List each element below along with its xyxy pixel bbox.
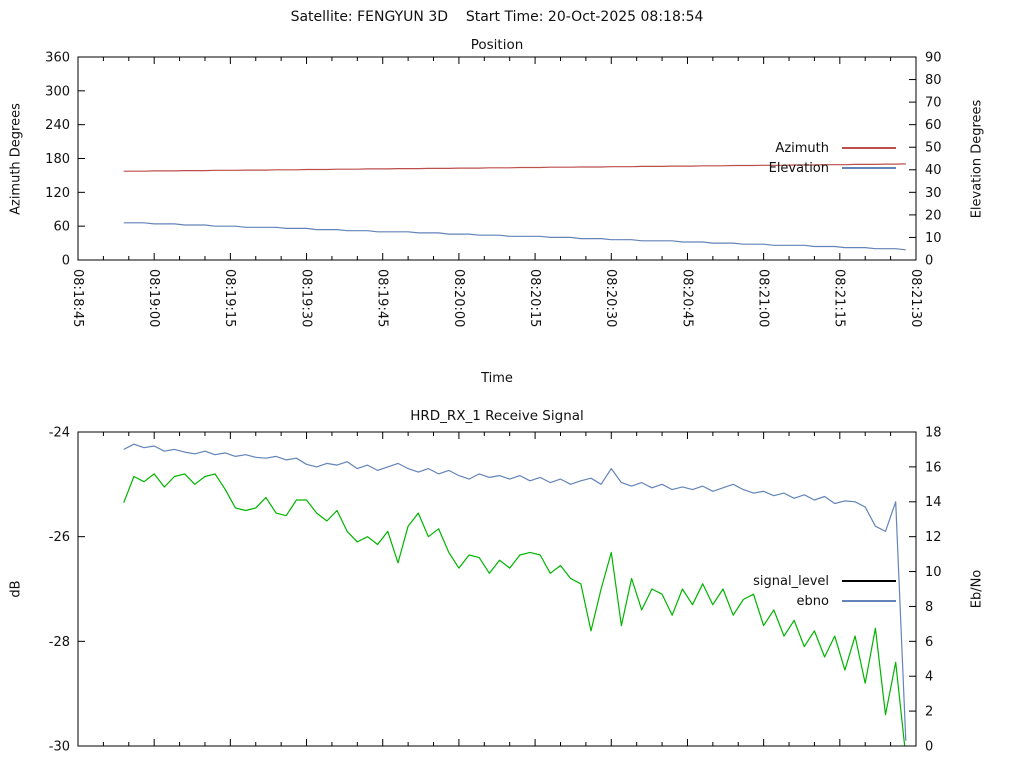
series-ebno [123, 443, 907, 741]
db-axis-label: dB [8, 580, 24, 598]
y2-tick-label: 10 [925, 231, 942, 246]
legend-item-azimuth: Azimuth [769, 138, 896, 158]
legend-line-elevation [842, 167, 896, 169]
receive-signal-chart-title: HRD_RX_1 Receive Signal [410, 408, 584, 424]
x-tick-label: 08:20:30 [603, 269, 618, 327]
y2-tick-label: 30 [925, 186, 942, 201]
position-legend: Azimuth Elevation [769, 138, 896, 178]
azimuth-axis-label: Azimuth Degrees [8, 103, 24, 215]
series-signal-level [123, 473, 906, 746]
series-elevation [123, 222, 906, 251]
legend-label-ebno: ebno [796, 593, 829, 609]
x-tick-label: 08:21:00 [755, 269, 770, 327]
y2-tick-label: 90 [925, 50, 942, 65]
y2-tick-label: 2 [925, 705, 933, 720]
legend-line-signal-level [842, 580, 896, 582]
x-tick-label: 08:19:00 [146, 269, 161, 327]
series-azimuth [123, 163, 906, 172]
y-tick-label: 360 [45, 50, 70, 65]
chart-0: 08:18:45 08:19:00 08:19:15 08:19:30 08:19:45… [45, 50, 941, 327]
receive-signal-legend: signal_level ebno [753, 571, 896, 611]
y2-tick-label: 0 [925, 253, 933, 268]
x-tick-label: 08:21:15 [832, 269, 847, 327]
y2-tick-label: 60 [925, 118, 942, 133]
ebno-axis-label: Eb/No [969, 569, 985, 609]
x-tick-label: 08:20:15 [527, 269, 542, 327]
legend-label-elevation: Elevation [768, 160, 829, 176]
x-axis-title-time: Time [481, 371, 513, 386]
x-tick-label: 08:19:30 [298, 269, 313, 327]
y-tick-label: -28 [49, 635, 70, 650]
y-tick-label: 240 [45, 118, 70, 133]
legend-item-signal-level: signal_level [753, 571, 896, 591]
legend-line-ebno [842, 600, 896, 602]
y-tick-label: 300 [45, 84, 70, 99]
x-tick-label: 08:20:45 [679, 269, 694, 327]
y2-tick-label: 0 [925, 739, 933, 754]
legend-item-ebno: ebno [753, 591, 896, 611]
y-tick-label: 120 [45, 186, 70, 201]
plot-border [77, 56, 917, 261]
y-tick-label: -30 [49, 739, 70, 754]
page-title: Satellite: FENGYUN 3D Start Time: 20-Oct… [290, 9, 704, 25]
y-tick-label: -24 [49, 425, 70, 440]
legend-line-azimuth [842, 147, 896, 149]
x-tick-label: 08:21:30 [908, 269, 923, 327]
y-tick-label: 180 [45, 152, 70, 167]
elevation-axis-label: Elevation Degrees [969, 99, 985, 219]
x-tick-label: 08:19:15 [222, 269, 237, 327]
chart-1: -30 -28 -26 -24 0 2 4 6 8 10 12 14 16 18 [49, 425, 942, 754]
x-tick-label: 08:19:45 [375, 269, 390, 327]
legend-label-azimuth: Azimuth [775, 140, 829, 156]
y2-tick-label: 6 [925, 635, 933, 650]
y2-tick-label: 10 [925, 565, 942, 580]
y2-tick-label: 80 [925, 73, 942, 88]
y-tick-label: -26 [49, 530, 70, 545]
y2-tick-label: 20 [925, 208, 942, 223]
y2-tick-label: 40 [925, 163, 942, 178]
y-tick-label: 0 [62, 253, 70, 268]
y2-tick-label: 16 [925, 460, 942, 475]
y2-tick-label: 14 [925, 495, 942, 510]
position-chart-title: Position [470, 37, 524, 53]
y2-tick-label: 12 [925, 530, 942, 545]
series-group [123, 163, 906, 251]
x-tick-label: 08:18:45 [70, 269, 85, 327]
plot-border [77, 431, 917, 747]
y-tick-label: 60 [53, 220, 70, 235]
series-group [123, 443, 907, 746]
y2-tick-label: 50 [925, 141, 942, 156]
y2-tick-label: 18 [925, 425, 942, 440]
y2-tick-label: 4 [925, 670, 933, 685]
x-tick-label: 08:20:00 [451, 269, 466, 327]
y2-tick-label: 70 [925, 96, 942, 111]
y2-tick-label: 8 [925, 600, 933, 615]
legend-item-elevation: Elevation [769, 158, 896, 178]
legend-label-signal-level: signal_level [753, 573, 829, 589]
